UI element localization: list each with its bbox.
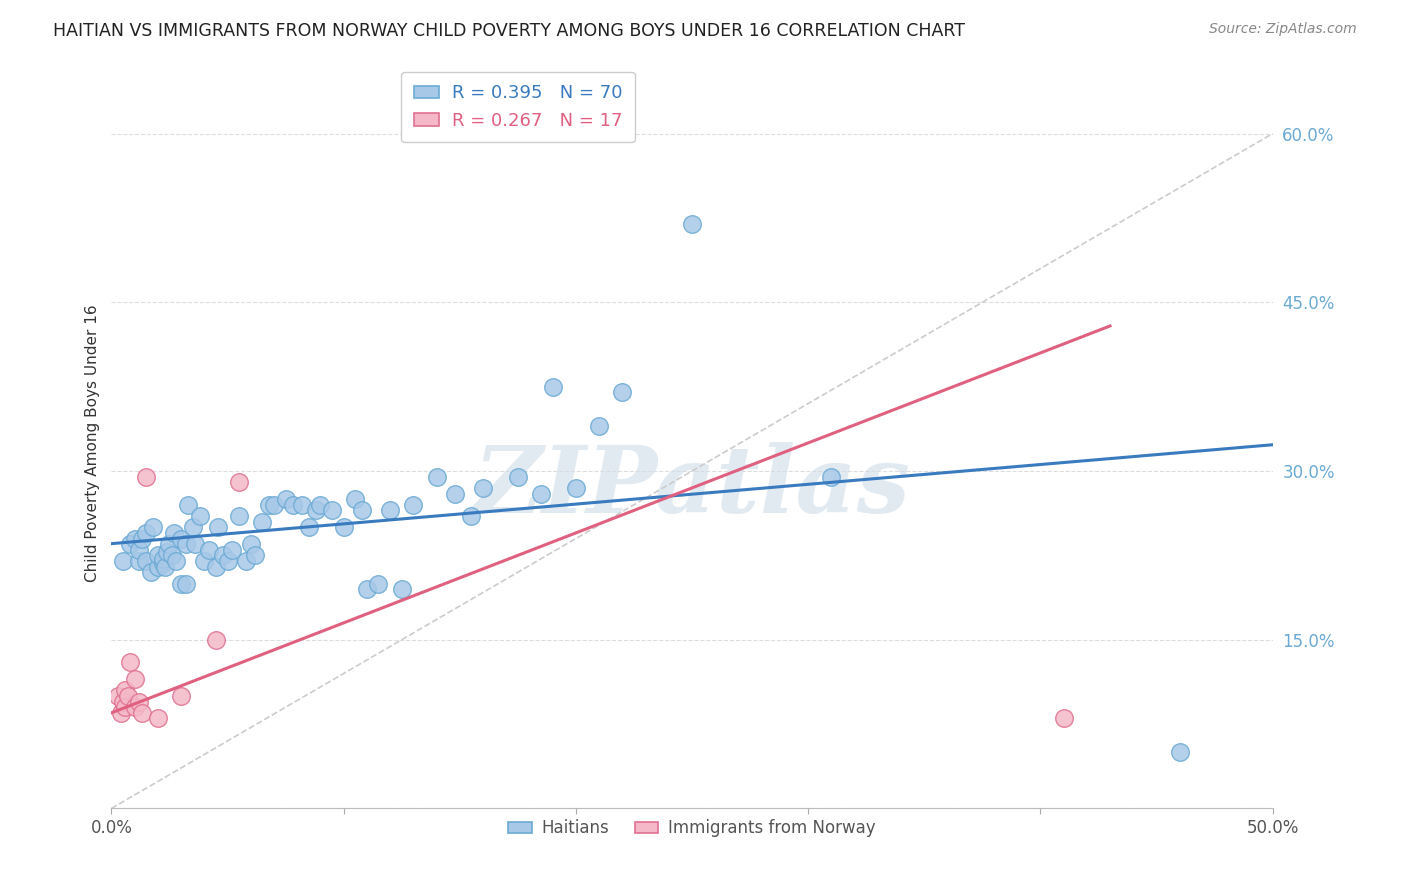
- Point: [228, 509, 250, 524]
- Point: [142, 520, 165, 534]
- Point: [128, 542, 150, 557]
- Text: Source: ZipAtlas.com: Source: ZipAtlas.com: [1209, 22, 1357, 37]
- Point: [321, 503, 343, 517]
- Point: [181, 520, 204, 534]
- Point: [281, 498, 304, 512]
- Point: [207, 520, 229, 534]
- Point: [274, 492, 297, 507]
- Point: [135, 525, 157, 540]
- Point: [1052, 711, 1074, 725]
- Point: [245, 549, 267, 563]
- Point: [588, 419, 610, 434]
- Point: [198, 542, 221, 557]
- Point: [506, 469, 529, 483]
- Point: [124, 672, 146, 686]
- Point: [681, 217, 703, 231]
- Point: [612, 385, 634, 400]
- Point: [107, 689, 129, 703]
- Point: [263, 498, 285, 512]
- Point: [298, 520, 321, 534]
- Point: [391, 582, 413, 596]
- Point: [118, 537, 141, 551]
- Point: [135, 554, 157, 568]
- Point: [146, 559, 169, 574]
- Point: [111, 554, 134, 568]
- Point: [344, 492, 367, 507]
- Point: [174, 576, 197, 591]
- Point: [221, 542, 243, 557]
- Point: [124, 532, 146, 546]
- Point: [156, 545, 179, 559]
- Point: [188, 509, 211, 524]
- Point: [152, 556, 174, 570]
- Point: [170, 532, 193, 546]
- Point: [820, 469, 842, 483]
- Point: [174, 537, 197, 551]
- Point: [259, 498, 281, 512]
- Point: [114, 683, 136, 698]
- Point: [135, 469, 157, 483]
- Text: HAITIAN VS IMMIGRANTS FROM NORWAY CHILD POVERTY AMONG BOYS UNDER 16 CORRELATION : HAITIAN VS IMMIGRANTS FROM NORWAY CHILD …: [53, 22, 966, 40]
- Point: [177, 498, 200, 512]
- Point: [309, 498, 332, 512]
- Point: [305, 503, 328, 517]
- Point: [402, 498, 425, 512]
- Point: [184, 537, 207, 551]
- Point: [160, 549, 183, 563]
- Point: [170, 576, 193, 591]
- Point: [252, 515, 274, 529]
- Point: [131, 706, 153, 720]
- Point: [165, 554, 187, 568]
- Legend: Haitians, Immigrants from Norway: Haitians, Immigrants from Norway: [502, 813, 882, 844]
- Point: [472, 481, 495, 495]
- Point: [228, 475, 250, 490]
- Point: [541, 380, 564, 394]
- Point: [217, 554, 239, 568]
- Point: [163, 525, 186, 540]
- Point: [367, 576, 389, 591]
- Point: [128, 554, 150, 568]
- Point: [159, 537, 181, 551]
- Text: ZIPatlas: ZIPatlas: [474, 442, 911, 532]
- Point: [152, 551, 174, 566]
- Point: [425, 469, 447, 483]
- Point: [530, 486, 553, 500]
- Point: [332, 520, 354, 534]
- Point: [378, 503, 401, 517]
- Point: [193, 554, 215, 568]
- Point: [153, 559, 176, 574]
- Point: [128, 695, 150, 709]
- Point: [460, 509, 482, 524]
- Point: [235, 554, 257, 568]
- Point: [111, 695, 134, 709]
- Point: [565, 481, 588, 495]
- Point: [291, 498, 314, 512]
- Point: [205, 632, 228, 647]
- Point: [124, 700, 146, 714]
- Point: [212, 549, 235, 563]
- Point: [205, 559, 228, 574]
- Point: [356, 582, 378, 596]
- Point: [110, 706, 132, 720]
- Point: [114, 700, 136, 714]
- Point: [352, 503, 374, 517]
- Point: [444, 486, 467, 500]
- Point: [239, 537, 262, 551]
- Y-axis label: Child Poverty Among Boys Under 16: Child Poverty Among Boys Under 16: [86, 304, 100, 582]
- Point: [131, 532, 153, 546]
- Point: [1168, 745, 1191, 759]
- Point: [117, 689, 139, 703]
- Point: [146, 711, 169, 725]
- Point: [146, 549, 169, 563]
- Point: [118, 655, 141, 669]
- Point: [170, 689, 193, 703]
- Point: [139, 566, 162, 580]
